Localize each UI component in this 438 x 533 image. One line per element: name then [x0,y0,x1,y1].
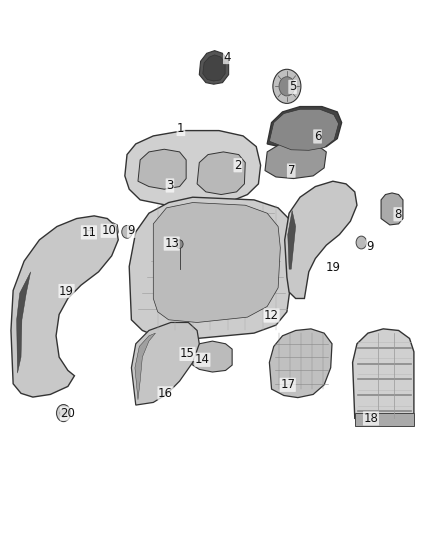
Text: 6: 6 [314,130,321,143]
Polygon shape [129,197,296,338]
Text: 19: 19 [59,285,74,297]
Polygon shape [197,152,245,195]
Text: 7: 7 [287,164,295,177]
Text: 11: 11 [81,226,96,239]
Text: 2: 2 [234,159,242,172]
Text: 4: 4 [223,51,231,63]
Polygon shape [193,341,232,372]
Text: 9: 9 [127,224,135,237]
Polygon shape [269,329,332,398]
Text: 2: 2 [234,159,242,172]
Text: 12: 12 [264,309,279,322]
Text: 10: 10 [101,224,116,237]
Polygon shape [125,131,261,205]
Polygon shape [288,211,296,269]
Polygon shape [269,109,339,150]
Circle shape [122,225,132,238]
Text: 20: 20 [60,407,75,420]
Circle shape [176,240,183,248]
Polygon shape [285,181,357,298]
Polygon shape [381,193,403,225]
Circle shape [60,409,67,417]
Text: 19: 19 [325,261,340,274]
Text: 3: 3 [166,179,173,192]
Polygon shape [199,51,229,84]
Text: 4: 4 [223,51,231,63]
Text: 17: 17 [280,378,295,391]
Text: 8: 8 [394,208,401,221]
Polygon shape [11,216,118,397]
Text: 10: 10 [101,224,116,237]
Text: 13: 13 [164,237,179,250]
Polygon shape [203,55,225,81]
Polygon shape [131,322,199,405]
Polygon shape [265,141,326,179]
Text: 12: 12 [264,309,279,322]
Text: 3: 3 [166,179,173,192]
Text: 5: 5 [289,80,296,93]
Text: 9: 9 [127,224,135,237]
Text: 6: 6 [314,130,321,143]
Text: 14: 14 [195,353,210,366]
Polygon shape [353,329,414,425]
Text: 8: 8 [394,208,401,221]
Polygon shape [267,107,342,149]
Text: 17: 17 [280,378,295,391]
Text: 5: 5 [289,80,296,93]
Circle shape [85,225,94,236]
Text: 1: 1 [177,123,185,135]
Circle shape [279,77,295,96]
Bar [355,413,414,426]
Text: 16: 16 [158,387,173,400]
Text: 1: 1 [177,123,185,135]
Text: 18: 18 [364,412,378,425]
Text: 13: 13 [164,237,179,250]
Text: 9: 9 [366,240,374,253]
Text: 20: 20 [60,407,75,420]
Polygon shape [138,149,186,189]
Polygon shape [135,333,155,400]
Text: 15: 15 [180,348,195,360]
Text: 7: 7 [287,164,295,177]
Polygon shape [17,272,31,373]
Circle shape [187,352,194,362]
Circle shape [57,405,71,422]
Circle shape [273,69,301,103]
Text: 15: 15 [180,348,195,360]
Text: 11: 11 [81,226,96,239]
Polygon shape [153,203,280,322]
Polygon shape [107,223,118,241]
Text: 18: 18 [364,412,378,425]
Text: 16: 16 [158,387,173,400]
Text: 9: 9 [366,240,374,253]
Text: 19: 19 [325,261,340,274]
Circle shape [356,236,367,249]
Text: 19: 19 [59,285,74,297]
Text: 14: 14 [195,353,210,366]
